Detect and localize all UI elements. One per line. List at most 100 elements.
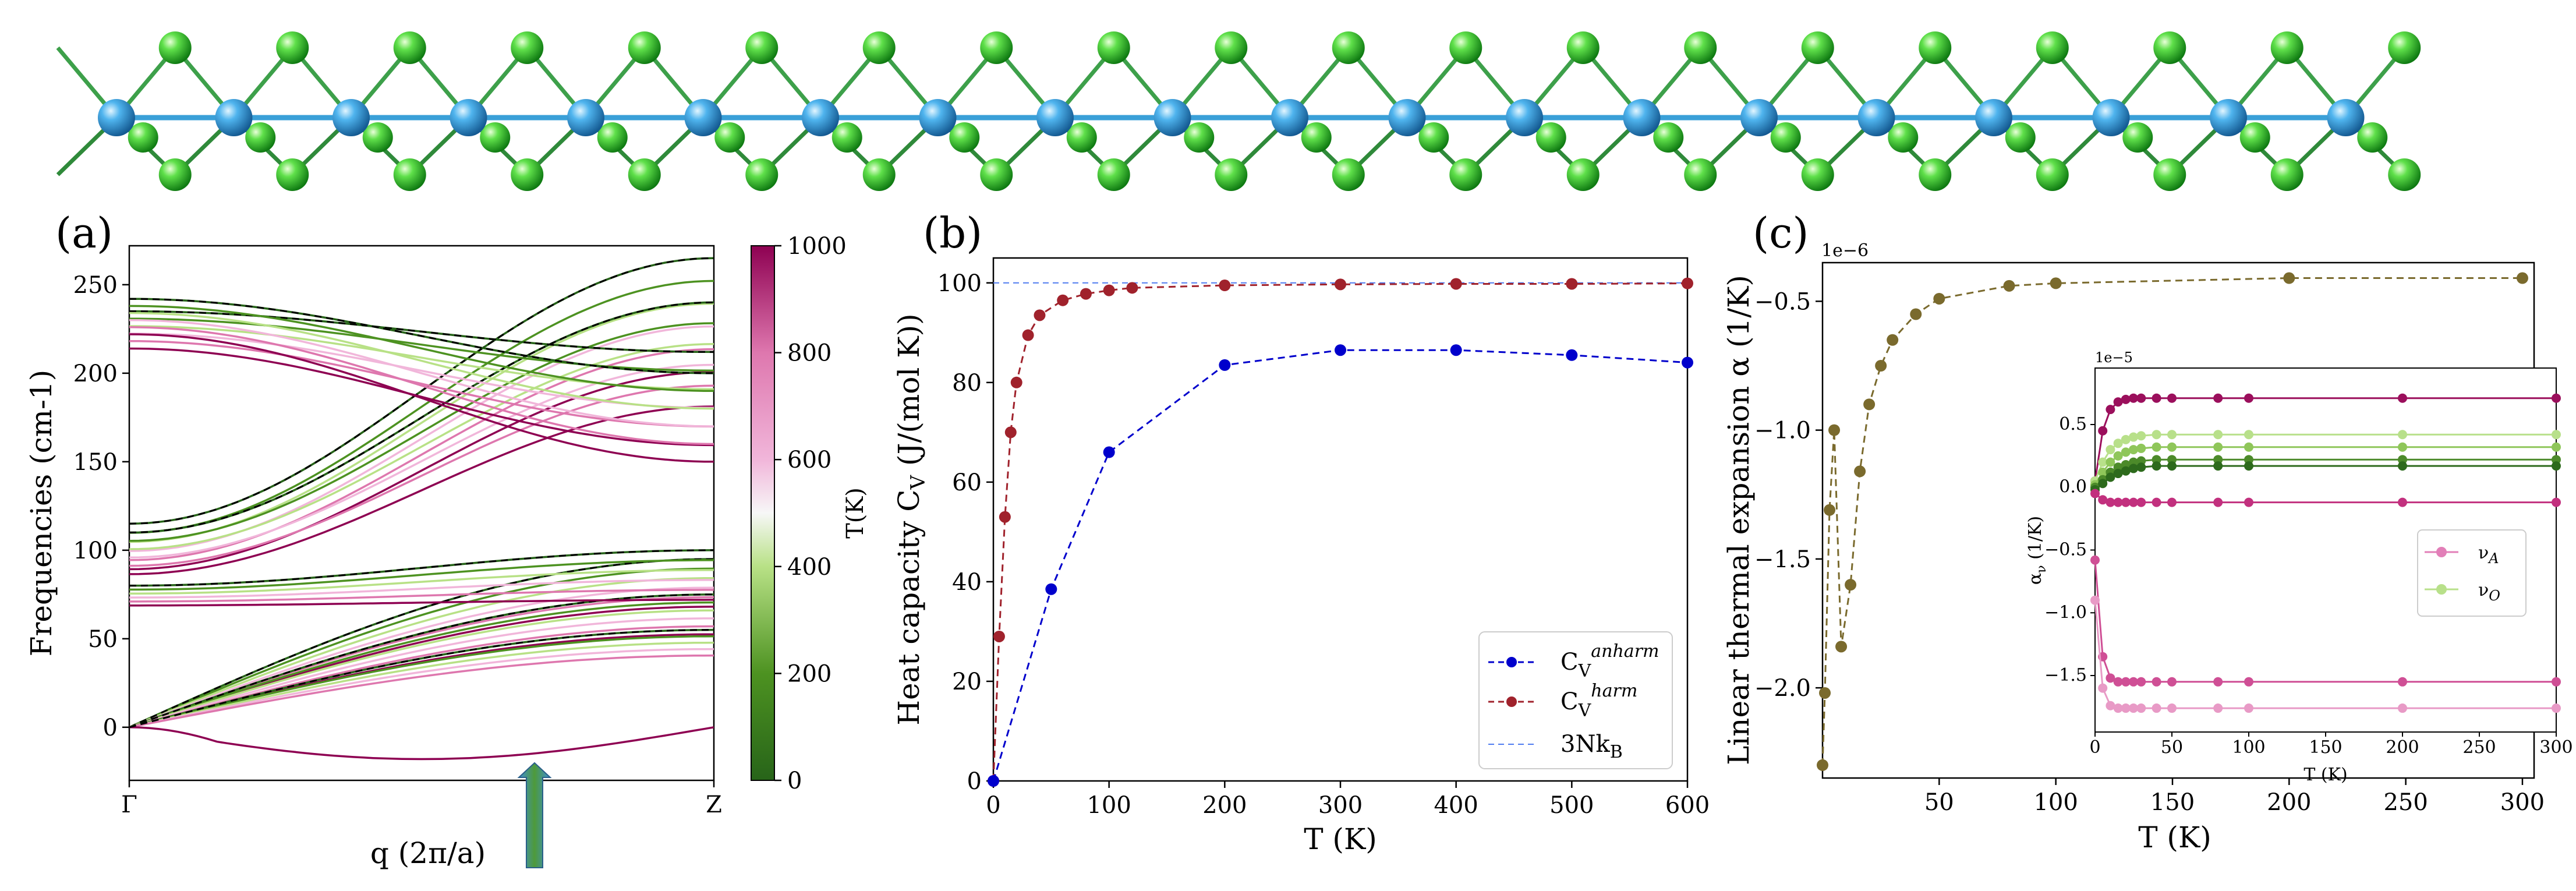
reference-branch-line — [129, 257, 714, 525]
inset-data-point — [2121, 466, 2131, 476]
sulfur-atom-bottom-icon — [1566, 158, 1600, 191]
phonon-branch-line — [129, 384, 714, 567]
phonon-branch-line — [129, 312, 714, 410]
x-tick-label: 50 — [1924, 789, 1954, 816]
y-tick-label: 40 — [952, 569, 982, 596]
sulfur-atom-top-icon — [1684, 31, 1717, 64]
inset-data-point — [2106, 445, 2115, 455]
phonon-branch-line — [129, 579, 714, 599]
inset-data-point — [2113, 469, 2123, 479]
inset-data-point — [2244, 430, 2253, 440]
y-tick-label: 150 — [73, 449, 118, 476]
data-point-alpha — [1828, 424, 1841, 436]
metal-atom-icon — [450, 99, 487, 136]
x-tick-label: 300 — [2500, 789, 2545, 816]
phonon-branch-line — [129, 363, 714, 559]
colorbar-tick-label: 600 — [787, 447, 831, 473]
sulfur-atom-top-icon — [628, 31, 661, 64]
colorbar-tick-label: 1000 — [787, 233, 847, 260]
y-tick-label: 60 — [952, 469, 982, 496]
inset-data-point — [2244, 497, 2253, 507]
reference-branch-line — [129, 593, 714, 729]
inset-data-point — [2113, 703, 2123, 713]
sulfur-atom-top-icon — [1332, 31, 1365, 64]
data-point-harm — [1080, 288, 1092, 300]
metal-atom-icon — [567, 99, 604, 136]
inset-data-point — [2136, 677, 2146, 687]
phonon-branch-line — [129, 601, 714, 729]
sulfur-atom-top-icon — [1449, 31, 1482, 64]
reference-branch-line — [129, 549, 714, 587]
inset-data-point — [2167, 442, 2177, 452]
phonon-branch-line — [129, 322, 714, 542]
phonon-branch-line — [129, 319, 714, 427]
inset-data-point — [2121, 434, 2131, 444]
offset-text: 1e−6 — [1821, 241, 1869, 261]
inset-data-point — [2090, 555, 2100, 565]
sulfur-atom-mid-icon — [2122, 122, 2153, 153]
inset-data-point — [2244, 703, 2253, 713]
crystal-structure-illustration — [56, 31, 2421, 191]
phonon-branch-line — [129, 589, 714, 603]
x-tick-label: 250 — [2383, 789, 2428, 816]
data-point-alpha — [1817, 759, 1828, 771]
data-point-alpha — [1845, 579, 1857, 591]
sulfur-atom-top-icon — [393, 31, 426, 64]
sulfur-atom-top-icon — [2388, 31, 2421, 64]
inset-data-point — [2552, 393, 2561, 403]
inset-data-point — [2136, 443, 2146, 453]
sulfur-atom-bottom-icon — [511, 158, 544, 191]
x-axis-label: T (K) — [1304, 822, 1377, 856]
inset-data-point — [2129, 464, 2138, 473]
data-point-anharm — [1103, 446, 1115, 458]
sulfur-atom-mid-icon — [1770, 122, 1801, 153]
data-point-harm — [1022, 329, 1034, 341]
data-point-alpha — [2516, 272, 2528, 284]
sulfur-atom-bottom-icon — [1919, 158, 1952, 191]
inset-data-point — [2398, 497, 2407, 507]
sulfur-atom-top-icon — [2270, 31, 2303, 64]
inset-x-axis-label: T (K) — [2303, 765, 2347, 785]
sulfur-atom-mid-icon — [480, 122, 511, 153]
sulfur-atom-top-icon — [1801, 31, 1834, 64]
data-point-alpha — [1933, 292, 1945, 305]
metal-atom-icon — [1271, 99, 1308, 136]
inset-data-point — [2121, 497, 2131, 507]
reference-branch-line — [129, 298, 714, 374]
data-point-harm — [1034, 309, 1046, 321]
sulfur-atom-mid-icon — [128, 122, 158, 153]
inset-data-point — [2136, 431, 2146, 441]
inset-data-point — [2152, 677, 2161, 687]
inset-data-point — [2167, 393, 2177, 403]
phonon-branch-line — [129, 654, 714, 729]
inset-y-tick-label: 0.0 — [2059, 477, 2087, 497]
metal-atom-icon — [684, 99, 722, 136]
data-point-anharm — [988, 775, 999, 787]
y-tick-label: 80 — [952, 370, 982, 397]
inset-data-point — [2213, 703, 2223, 713]
inset-data-point — [2121, 447, 2131, 457]
sulfur-atom-mid-icon — [949, 122, 980, 153]
metal-atom-icon — [98, 99, 135, 136]
inset-data-point — [2398, 703, 2407, 713]
inset-data-point — [2090, 489, 2100, 498]
inset-data-point — [2106, 701, 2115, 710]
sulfur-atom-top-icon — [2036, 31, 2069, 64]
inset-data-point — [2113, 397, 2123, 407]
sulfur-atom-top-icon — [1215, 31, 1248, 64]
inset-data-point — [2213, 430, 2223, 440]
y-tick-label: 200 — [73, 360, 118, 387]
inset-data-point — [2129, 497, 2138, 507]
sulfur-atom-bottom-icon — [745, 158, 779, 191]
data-point-alpha — [1887, 334, 1899, 346]
inset-data-point — [2552, 461, 2561, 471]
data-point-harm — [1057, 294, 1069, 306]
data-point-alpha — [1819, 687, 1831, 699]
phonon-branch-line — [129, 599, 714, 607]
inset-data-point — [2552, 442, 2561, 452]
phonon-branch-line — [129, 641, 714, 729]
metal-atom-icon — [1506, 99, 1543, 136]
inset-data-point — [2129, 393, 2138, 403]
inset-x-tick-label: 250 — [2462, 737, 2496, 758]
